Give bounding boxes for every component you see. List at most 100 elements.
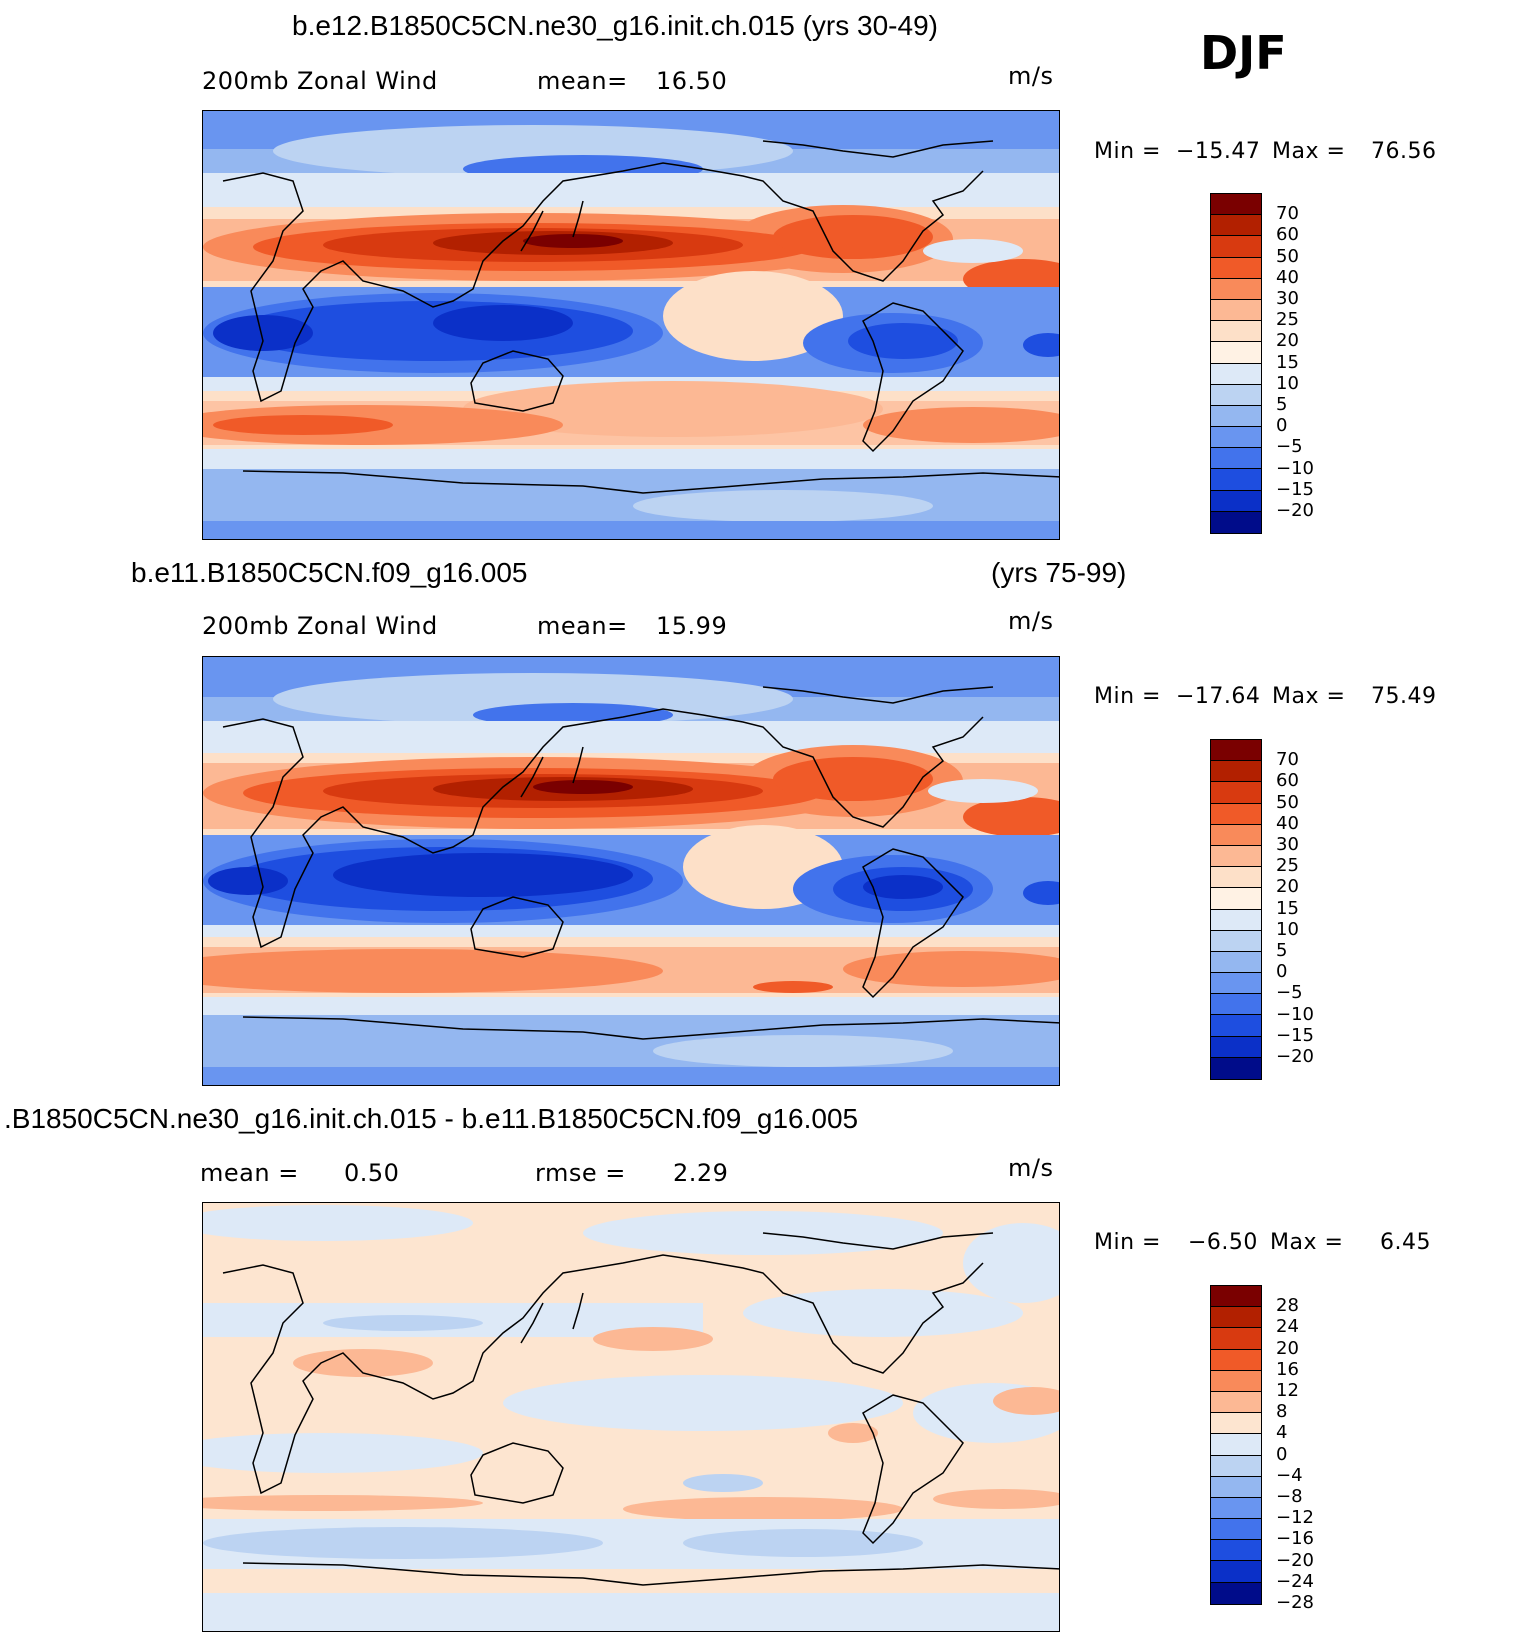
colorbar-tick-label: −15 (1276, 1024, 1314, 1046)
colorbar-swatch (1211, 973, 1261, 995)
colorbar-swatch (1211, 1519, 1261, 1541)
colorbar-swatch (1211, 1370, 1261, 1392)
panel2-coastlines (222, 686, 1059, 1040)
panel1-band (848, 323, 958, 359)
panel2-title-years: (yrs 75-99) (991, 557, 1127, 588)
colorbar-tick-label: 28 (1276, 1295, 1299, 1317)
colorbar-tick-label: −20 (1276, 500, 1314, 521)
colorbar-tick-label: 0 (1276, 1443, 1288, 1465)
panel2-band (333, 853, 633, 897)
panel1-min-label: Min = (1094, 139, 1161, 164)
colorbar-tick-label: 20 (1276, 330, 1299, 352)
panel3-band (203, 1433, 483, 1473)
colorbar-tick-label: 40 (1276, 266, 1299, 288)
colorbar-swatch (1211, 1476, 1261, 1498)
panel1-min-value: −15.47 (1176, 139, 1261, 164)
colorbar-tick-label: 25 (1276, 309, 1299, 331)
colorbar-swatch (1211, 740, 1261, 762)
colorbar-swatches (1210, 193, 1262, 534)
panel2-min-value: −17.64 (1176, 684, 1261, 709)
panel2-band (203, 949, 663, 993)
colorbar-swatch (1211, 405, 1261, 428)
panel2-min-label: Min = (1094, 684, 1161, 709)
colorbar-swatch (1211, 278, 1261, 300)
colorbar-swatches (1210, 739, 1262, 1080)
colorbar-swatch (1211, 782, 1261, 804)
colorbar-tick-label: 60 (1276, 224, 1299, 246)
panel3-band (203, 1593, 1059, 1631)
panel2-band (863, 875, 943, 899)
panel2-band (843, 951, 1059, 987)
colorbar-tick-label: −5 (1276, 982, 1303, 1004)
colorbar-tick-label: −10 (1276, 457, 1314, 479)
colorbar-swatch (1211, 384, 1261, 406)
colorbar-swatch (1211, 1455, 1261, 1477)
panel1-band (923, 239, 1023, 263)
colorbar-swatch (1211, 1413, 1261, 1435)
panel2-band (203, 997, 1059, 1019)
colorbar-tick-label: 16 (1276, 1358, 1299, 1380)
panel3-band (203, 1569, 1059, 1593)
colorbar-swatch (1211, 1328, 1261, 1350)
panel1-band (1023, 333, 1059, 357)
colorbar-tick-label: 70 (1276, 203, 1299, 225)
colorbar-swatch (1211, 845, 1261, 868)
panel3-mean-label: mean = (200, 1159, 299, 1187)
colorbar-tick-label: 50 (1276, 791, 1299, 813)
colorbar-swatch (1211, 321, 1261, 343)
colorbar-swatch (1211, 951, 1261, 974)
panel3-rmse-label: rmse = (535, 1159, 626, 1187)
panel3-max-label: Max = (1270, 1230, 1344, 1255)
panel1-band (663, 271, 843, 361)
colorbar-tick-label: −12 (1276, 1507, 1314, 1529)
panel2-band (208, 867, 288, 895)
colorbar-swatch (1211, 1036, 1261, 1058)
colorbar-swatch (1211, 1057, 1261, 1079)
panel3-mean-value: 0.50 (344, 1159, 400, 1187)
colorbar-tick-label: 15 (1276, 897, 1299, 919)
colorbar-swatch (1211, 1582, 1261, 1604)
colorbar-swatch (1211, 1540, 1261, 1562)
panel3-band (993, 1387, 1059, 1415)
panel1-band (863, 407, 1059, 443)
panel1-band (213, 415, 393, 435)
colorbar-tick-label: 70 (1276, 749, 1299, 771)
colorbar-tick-label: 20 (1276, 1337, 1299, 1359)
panel3-min-label: Min = (1094, 1230, 1161, 1255)
panel3-band (683, 1474, 763, 1492)
panel3-title: .B1850C5CN.ne30_g16.init.ch.015 - b.e11.… (4, 1103, 859, 1134)
panel2-mean-label: mean= (537, 612, 628, 640)
panel1-band (633, 490, 933, 522)
panel2-band (203, 1067, 1059, 1085)
colorbar-tick-label: 10 (1276, 372, 1299, 394)
colorbar-swatch (1211, 215, 1261, 237)
panel2-units: m/s (1008, 607, 1054, 635)
panel2-band (533, 780, 633, 794)
panel2-band (928, 779, 1038, 803)
colorbar-tick-label: −15 (1276, 478, 1314, 500)
colorbar-swatch (1211, 448, 1261, 470)
colorbar-tick-label: −28 (1276, 1592, 1314, 1613)
colorbar-tick-label: 5 (1276, 940, 1288, 961)
panel2-field-svg (203, 657, 1059, 1085)
colorbar-swatch (1211, 888, 1261, 910)
colorbar-tick-label: 30 (1276, 834, 1299, 855)
panel2-band (963, 797, 1059, 837)
panel3-band (683, 1529, 923, 1557)
colorbar-swatch (1211, 1307, 1261, 1329)
colorbar-swatch (1211, 994, 1261, 1016)
colorbar-tick-label: 40 (1276, 812, 1299, 834)
colorbar-tick-label: −24 (1276, 1570, 1314, 1592)
colorbar-tick-label: 0 (1276, 415, 1288, 437)
panel1-band (213, 315, 313, 351)
colorbar-tick-label: 15 (1276, 351, 1299, 373)
panel3-map (202, 1202, 1060, 1632)
colorbar-swatch (1211, 803, 1261, 825)
panel1-title: b.e12.B1850C5CN.ne30_g16.init.ch.015 (yr… (292, 10, 938, 41)
panel1-coastlines (222, 140, 1059, 494)
panel1-band (203, 521, 1059, 539)
panel3-band (503, 1375, 903, 1431)
colorbar-swatch (1211, 1561, 1261, 1583)
panel3-band (323, 1315, 483, 1331)
colorbar-tick-label: 10 (1276, 918, 1299, 940)
